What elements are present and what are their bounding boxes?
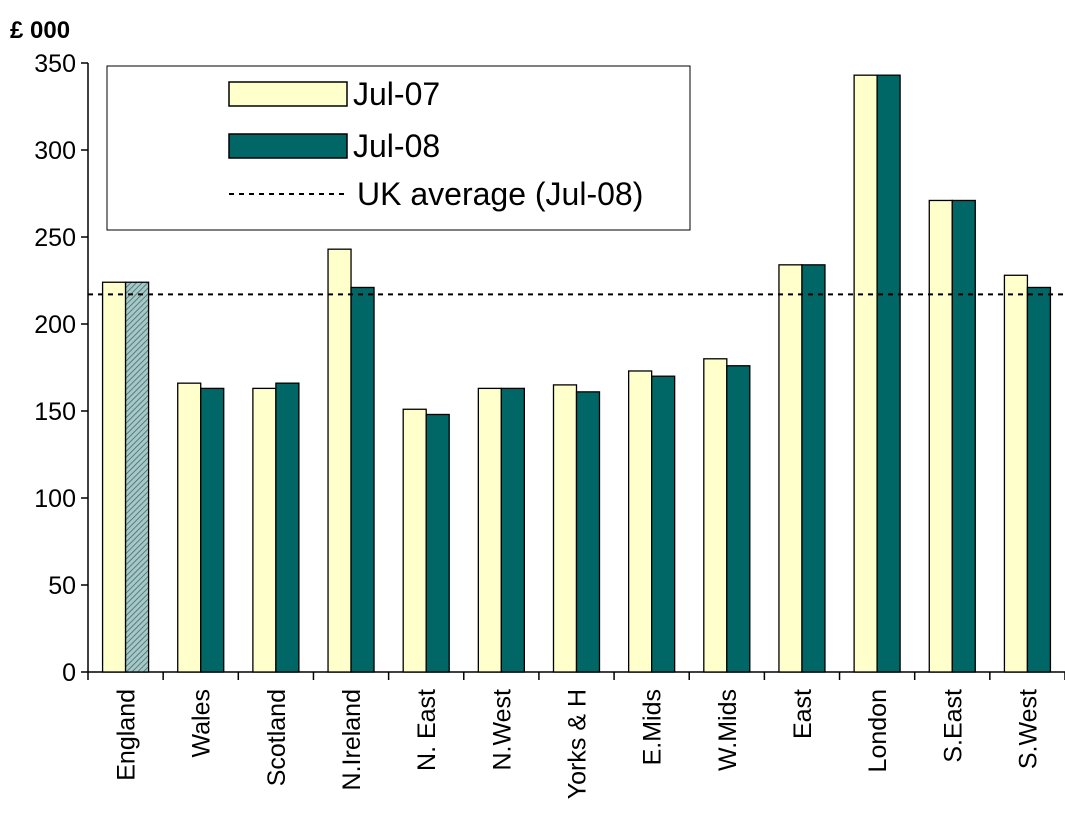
y-tick-label: 50 bbox=[48, 572, 76, 600]
x-tick-label: England bbox=[113, 689, 141, 781]
legend-label-uk-average: UK average (Jul-08) bbox=[357, 176, 643, 212]
bar-jul-08-e-mids bbox=[651, 375, 676, 673]
bar-jul-07-n-west bbox=[477, 387, 502, 673]
bar-jul-08-n-east bbox=[425, 413, 450, 673]
bar-jul-07-w-mids bbox=[703, 358, 728, 673]
y-tick-label: 300 bbox=[34, 137, 76, 165]
y-tick-label: 100 bbox=[34, 485, 76, 513]
bar-jul-08-east bbox=[801, 264, 826, 673]
legend-box bbox=[106, 65, 691, 231]
bar-jul-07-scotland bbox=[252, 387, 277, 673]
y-tick-label: 350 bbox=[34, 50, 76, 78]
bar-jul-08-yorks-h bbox=[575, 391, 601, 673]
x-tick-label: N.Ireland bbox=[338, 689, 366, 790]
bar-jul-07-e-mids bbox=[628, 370, 653, 673]
x-tick-label: Wales bbox=[188, 689, 216, 758]
bar-jul-07-s-west bbox=[1003, 274, 1029, 673]
legend-swatch-jul-08 bbox=[228, 133, 348, 159]
bar-jul-08-w-mids bbox=[726, 365, 751, 673]
x-tick-label: W.Mids bbox=[714, 689, 742, 771]
bar-jul-07-yorks-h bbox=[552, 384, 578, 673]
bar-jul-07-east bbox=[778, 264, 803, 673]
y-unit-label: £ 000 bbox=[10, 17, 70, 44]
x-tick-label: London bbox=[864, 689, 892, 772]
bar-jul-08-s-east bbox=[951, 199, 976, 673]
y-tick-label: 150 bbox=[34, 398, 76, 426]
bar-jul-08-n-west bbox=[500, 387, 525, 673]
bar-jul-07-n-east bbox=[402, 408, 427, 673]
bar-jul-07-s-east bbox=[928, 199, 953, 673]
legend-swatch-jul-07 bbox=[228, 81, 348, 107]
bar-jul-08-england bbox=[124, 281, 150, 673]
bar-jul-07-england bbox=[101, 281, 127, 673]
legend-label-jul-08: Jul-08 bbox=[353, 128, 440, 164]
bar-jul-08-s-west bbox=[1026, 286, 1052, 673]
x-tick-label: East bbox=[789, 689, 817, 739]
bar-jul-08-wales bbox=[200, 387, 225, 673]
x-tick-label: S.East bbox=[939, 689, 967, 763]
x-tick-label: N. East bbox=[413, 689, 441, 771]
x-tick-label: S.West bbox=[1014, 689, 1042, 769]
x-tick-label: N.West bbox=[488, 689, 516, 771]
y-tick-label: 200 bbox=[34, 311, 76, 339]
y-tick-label: 0 bbox=[62, 659, 76, 687]
y-tick-label: 250 bbox=[34, 224, 76, 252]
bar-jul-07-wales bbox=[177, 382, 202, 673]
legend-label-jul-07: Jul-07 bbox=[353, 76, 440, 112]
bar-jul-08-n-ireland bbox=[350, 286, 375, 673]
plot-area: 0 50 100 150 200 250 300 350 England Wales Scotlan… bbox=[34, 50, 1065, 799]
x-tick-label: E.Mids bbox=[639, 689, 667, 765]
bar-jul-08-scotland bbox=[275, 382, 300, 673]
bar-jul-07-n-ireland bbox=[327, 248, 352, 673]
bar-jul-07-london bbox=[853, 74, 878, 673]
x-tick-label: Yorks & H bbox=[564, 689, 592, 799]
bar-jul-08-london bbox=[876, 74, 901, 673]
legend: Jul-07 Jul-08 UK average (Jul-08) bbox=[106, 65, 691, 231]
x-tick-label: Scotland bbox=[263, 689, 291, 786]
